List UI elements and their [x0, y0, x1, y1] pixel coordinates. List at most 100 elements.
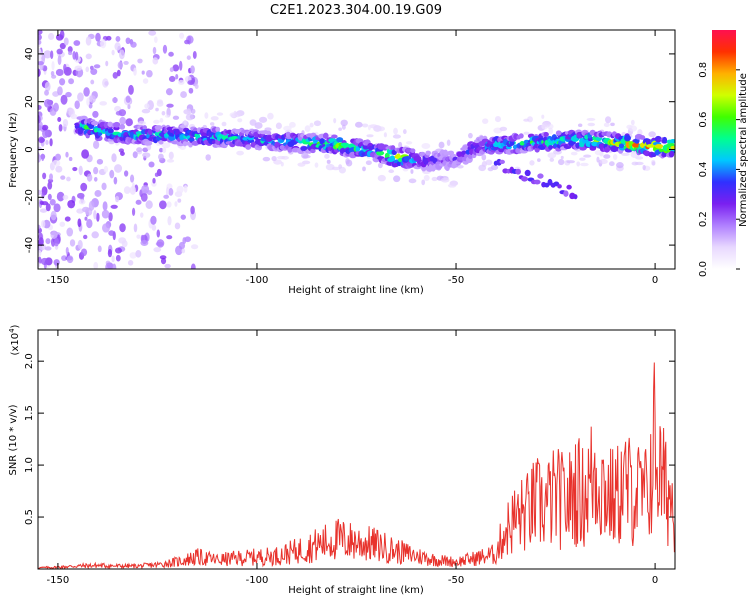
heat-blob — [57, 86, 63, 96]
heat-blob — [172, 115, 180, 120]
heat-blob — [519, 141, 525, 146]
colorbar-gradient — [712, 30, 736, 269]
heat-blob — [618, 143, 625, 149]
heat-blob — [49, 173, 53, 181]
heat-blob — [38, 237, 44, 247]
heat-blob — [515, 168, 522, 175]
snr-series-line — [38, 362, 675, 569]
heat-blob — [65, 247, 69, 255]
heat-blob — [570, 151, 578, 156]
heat-blob — [38, 115, 41, 124]
heat-blob — [583, 154, 592, 158]
heat-blob — [95, 32, 101, 42]
heat-blob — [178, 79, 185, 85]
heat-blob — [166, 235, 173, 240]
heat-blob — [548, 127, 554, 135]
heat-blob — [447, 183, 457, 188]
heat-blob — [326, 159, 331, 164]
spectrogram-y-ticks: -40 -20 0 20 40 — [24, 48, 675, 253]
heat-blob — [74, 65, 83, 71]
heat-blob — [42, 172, 47, 180]
heat-blob — [72, 51, 76, 60]
heat-blob — [60, 94, 68, 105]
heat-blob — [159, 118, 164, 123]
heat-blob — [446, 139, 451, 146]
heat-blob — [123, 186, 131, 194]
heat-blob — [69, 239, 76, 247]
heat-blob — [63, 37, 69, 46]
heat-blob — [81, 149, 90, 159]
heat-blob — [132, 151, 138, 159]
y-tick-label: 20 — [24, 95, 35, 108]
heat-blob — [603, 122, 610, 128]
heat-blob — [155, 107, 159, 112]
heat-blob — [482, 118, 489, 124]
heat-blob — [103, 165, 109, 173]
heat-blob — [322, 132, 329, 139]
heat-blob — [166, 103, 174, 108]
heat-blob — [140, 192, 148, 202]
heat-blob — [378, 162, 383, 169]
heat-blob — [537, 173, 544, 179]
heat-blob — [162, 147, 167, 154]
snr-x-axis-label: Height of straight line (km) — [288, 585, 424, 596]
heat-blob — [64, 216, 71, 222]
heat-blob — [156, 100, 164, 107]
heat-blob — [108, 230, 115, 236]
heat-blob — [319, 138, 325, 145]
colorbar-tick-label: 0.8 — [698, 62, 709, 78]
heat-blob — [190, 65, 195, 74]
heat-blob — [43, 98, 52, 108]
colorbar-tick-label: 0.6 — [698, 112, 709, 128]
heat-blob — [579, 157, 586, 161]
heat-blob — [144, 103, 150, 109]
heat-blob — [39, 208, 48, 213]
heat-blob — [93, 261, 99, 269]
heat-blob — [102, 201, 108, 211]
heat-blob — [152, 46, 157, 55]
heat-blob — [524, 169, 531, 177]
heat-blob — [90, 79, 95, 85]
heat-blob — [90, 68, 98, 75]
heat-blob — [402, 129, 407, 135]
heat-blob — [331, 134, 338, 139]
heat-blob — [108, 212, 113, 222]
heat-blob — [127, 260, 134, 266]
heat-blob — [549, 157, 555, 162]
heat-blob — [547, 152, 557, 159]
heat-blob — [670, 145, 675, 150]
heat-blob — [163, 194, 170, 199]
heat-blob — [92, 110, 99, 118]
spectrogram-x-axis-label: Height of straight line (km) — [288, 285, 424, 296]
heat-blob — [59, 42, 66, 50]
heat-blob — [186, 55, 191, 60]
heat-blob — [151, 181, 157, 187]
heat-blob — [110, 204, 118, 209]
heat-blob — [438, 141, 445, 149]
heat-blob — [165, 114, 170, 118]
heat-blob — [494, 116, 501, 123]
heat-blob — [177, 198, 182, 203]
heat-blob — [77, 92, 84, 102]
heat-blob — [68, 78, 75, 85]
heat-blob — [190, 263, 196, 269]
x-tick-label: 0 — [652, 275, 658, 286]
heat-blob — [125, 118, 133, 127]
heat-blob — [50, 50, 54, 60]
heat-blob — [183, 185, 188, 193]
heat-blob — [38, 256, 42, 264]
heat-blob — [119, 116, 126, 125]
snr-frame — [37, 329, 676, 570]
heat-blob — [180, 214, 186, 220]
heat-blob — [446, 150, 455, 156]
heat-blob — [543, 132, 549, 138]
heat-blob — [169, 67, 174, 73]
heat-blob — [55, 165, 63, 173]
heat-blob — [468, 132, 473, 139]
heat-blob — [338, 127, 343, 131]
heat-blob — [190, 244, 199, 250]
heat-blob — [338, 164, 343, 169]
heat-blob — [165, 186, 169, 197]
heat-blob — [548, 145, 553, 150]
heat-blob — [309, 122, 314, 128]
